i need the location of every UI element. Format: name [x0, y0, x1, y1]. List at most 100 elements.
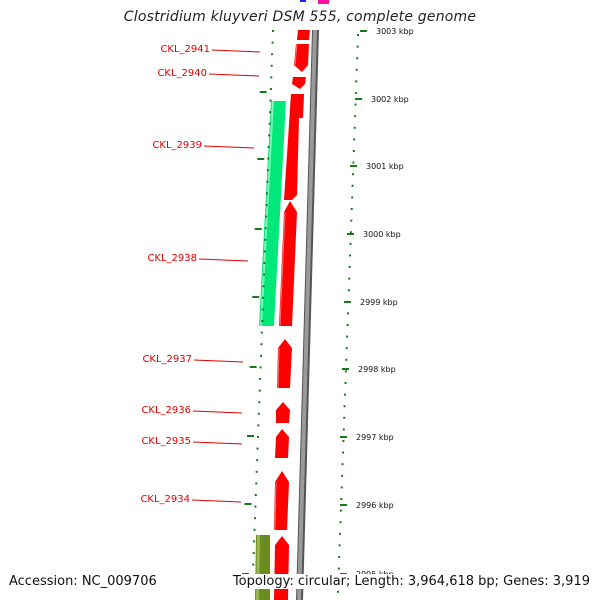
cds-CKL_2935	[275, 429, 289, 458]
gene-label: CKL_2937	[142, 354, 192, 365]
tick-minor	[355, 68, 358, 71]
tick-minor	[267, 146, 270, 148]
gene-label: CKL_2941	[160, 44, 210, 55]
tick-minor	[252, 563, 255, 566]
tick-minor	[340, 498, 343, 500]
tick-minor	[354, 92, 357, 94]
tick-minor	[352, 161, 355, 164]
tick-minor	[350, 208, 353, 210]
gene-leader-line	[192, 441, 243, 445]
tick-minor	[355, 80, 358, 83]
tick-minor	[260, 331, 263, 334]
cds-CKL_2937	[277, 339, 292, 388]
tick-minor	[254, 505, 257, 508]
gene-leader-line	[208, 73, 260, 77]
scale-label: 2997 kbp	[356, 433, 394, 442]
tick-minor	[349, 254, 352, 257]
tick-minor	[348, 266, 351, 268]
tick-minor	[257, 436, 259, 438]
cds-bottom	[274, 536, 289, 600]
tick-major	[244, 503, 252, 505]
genome-backbone	[296, 30, 319, 600]
tick-minor	[267, 157, 270, 160]
tick-minor	[345, 347, 348, 350]
tick-minor	[356, 45, 359, 48]
tick-minor	[265, 204, 268, 206]
gene-leader-line	[193, 359, 244, 363]
tick-minor	[356, 57, 359, 60]
tick-minor	[342, 451, 344, 454]
scale-label: 3003 kbp	[376, 27, 414, 36]
tick-minor	[271, 41, 274, 44]
cds-CKL_2941	[294, 44, 309, 72]
tick-minor	[343, 405, 346, 408]
scale-labels: 3003 kbp 3002 kbp 3001 kbp 3000 kbp 2999 kbp…	[340, 27, 414, 579]
cds-CKL_2941-top	[297, 30, 310, 40]
scale-tick	[340, 504, 347, 506]
tick-minor	[260, 343, 263, 346]
cds-CKL_2934	[274, 471, 289, 530]
tick-minor	[351, 184, 354, 187]
gene-leader-line	[192, 410, 243, 414]
tick-minor	[352, 150, 355, 152]
tick-minor	[254, 517, 256, 520]
tick-minor	[262, 285, 265, 288]
tick-minor	[353, 126, 356, 129]
tick-minor	[263, 250, 266, 253]
scale-label: 2998 kbp	[358, 365, 396, 374]
tick-minor	[269, 88, 272, 90]
tick-minor	[252, 552, 255, 554]
tick-minor	[342, 440, 345, 442]
gene-leader-line	[191, 499, 242, 503]
gene-label: CKL_2939	[152, 140, 202, 151]
gene-leader-line	[198, 258, 249, 262]
tick-minor	[258, 401, 261, 404]
tick-minor	[338, 556, 341, 558]
tick-minor	[344, 393, 347, 396]
tick-minor	[254, 494, 257, 496]
gene-label: CKL_2935	[141, 436, 191, 447]
tick-minor	[349, 242, 352, 245]
tick-minor	[266, 169, 269, 172]
cds-CKL_2938	[279, 201, 297, 326]
tick-minor	[344, 370, 347, 373]
tick-minor	[265, 215, 268, 218]
tick-minor	[357, 34, 359, 36]
gene-label: CKL_2938	[147, 253, 197, 264]
tick-minor	[259, 378, 262, 380]
scale-label: 3002 kbp	[371, 95, 409, 104]
tick-minor	[349, 231, 352, 234]
cds-reverse-CKL_2939	[259, 101, 286, 326]
tick-minor	[256, 447, 259, 450]
tick-minor	[272, 30, 274, 32]
gene-labels: CKL_2941 CKL_2940 CKL_2939 CKL_2938 CKL_2937…	[140, 44, 261, 505]
tick-minor	[352, 173, 354, 176]
tick-minor	[347, 289, 350, 292]
tick-minor	[259, 366, 262, 369]
tick-minor	[262, 296, 265, 299]
cds-CKL_2936	[276, 402, 290, 423]
tick-minor	[347, 312, 349, 315]
tick-minor	[350, 219, 353, 222]
tick-minor	[260, 354, 262, 357]
scale-tick	[342, 368, 349, 370]
scale-label: 3000 kbp	[363, 230, 401, 239]
tick-minor	[261, 320, 264, 322]
cds-CKL_2939-fwd	[284, 94, 304, 200]
tick-minor	[261, 308, 264, 311]
tick-minor	[266, 180, 269, 183]
tick-minor	[271, 53, 274, 56]
tick-minor	[354, 103, 357, 106]
tick-minor	[268, 134, 271, 137]
tick-minor	[337, 590, 339, 593]
tick-minor	[264, 238, 267, 241]
tick-minor	[341, 463, 344, 466]
tick-minor	[257, 424, 260, 427]
tick-minor	[257, 412, 260, 415]
scale-label: 2999 kbp	[360, 298, 398, 307]
scale-tick	[360, 30, 367, 32]
tick-minor	[344, 382, 347, 384]
tick-minor	[351, 196, 354, 199]
tick-minor	[270, 76, 273, 79]
